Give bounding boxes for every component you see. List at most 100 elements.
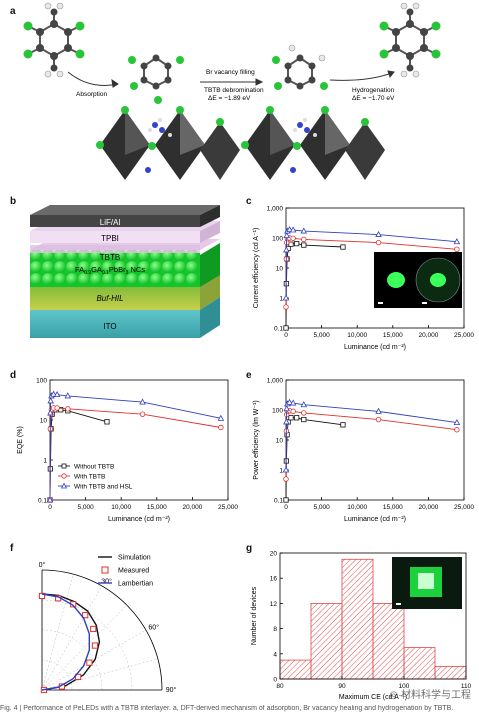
chart-power-efficiency: 0.1 1 10 100 1,000 0 5,000 10,000 15,000 20,000 25…: [253, 378, 474, 524]
legend-label: With TBTB and HSL: [74, 483, 133, 490]
layer-label-lif: LiF/Al: [100, 218, 121, 227]
panel-label-d: d: [10, 370, 17, 381]
step-hydrogenation-label: Hydrogenation: [352, 87, 395, 94]
data-point: [50, 390, 57, 397]
data-point: [282, 466, 290, 473]
x-tick-label: 0: [48, 504, 52, 511]
x-tick-label: 80: [276, 683, 284, 690]
x-tick-label: 25,000: [454, 504, 474, 511]
data-point: [282, 294, 290, 301]
x-tick-label: 20,000: [418, 504, 438, 511]
histogram-bar: [341, 558, 374, 680]
data-point: [294, 241, 300, 247]
y-axis-label: Current efficiency (cd A⁻¹): [253, 228, 260, 309]
data-point: [139, 411, 146, 417]
data-point: [340, 244, 346, 250]
data-point: [301, 236, 307, 243]
histogram-bar: [372, 603, 405, 680]
x-tick-label: 0: [284, 504, 288, 511]
panel-label-f: f: [10, 543, 14, 554]
legend-marker: [60, 482, 68, 489]
legend-label: Measured: [118, 568, 149, 575]
x-tick-label: 10,000: [111, 504, 131, 511]
polar-data-point: [38, 592, 46, 600]
x-axis-label: Luminance (cd m⁻²): [344, 344, 406, 351]
y-tick-label: 1,000: [267, 206, 284, 213]
polar-data-point: [91, 642, 99, 649]
adsorbed-molecule-1: [128, 54, 184, 104]
data-point: [289, 226, 297, 233]
x-tick-label: 15,000: [147, 504, 167, 511]
data-point: [283, 231, 290, 239]
data-point: [300, 227, 308, 234]
plot-frame: [285, 379, 465, 501]
data-point: [283, 246, 290, 253]
x-tick-label: 15,000: [383, 332, 403, 339]
layer-label-ito: ITO: [103, 322, 116, 331]
x-tick-label: 5,000: [313, 504, 330, 511]
data-point: [283, 497, 289, 503]
legend-marker: [101, 566, 109, 574]
chart-ce-histogram: 0 4 8 12 16 20 80 90 100 110 Maximum CE (cd A⁻¹) Nu…: [251, 551, 472, 702]
legend-label: With TBTB: [74, 473, 105, 480]
device-glow-small: [387, 272, 405, 288]
x-tick-label: 25,000: [454, 332, 474, 339]
data-point: [294, 415, 300, 421]
step-arrows: [67, 70, 395, 88]
panel-label-a: a: [10, 6, 16, 17]
y-axis-label: Power efficiency (lm W⁻¹): [253, 400, 260, 479]
data-point: [290, 408, 296, 415]
panel-label-b: b: [10, 196, 17, 207]
data-point: [454, 427, 460, 433]
data-point: [286, 398, 293, 405]
tbtb-molecule-left: [23, 2, 85, 78]
x-tick-label: 10,000: [347, 504, 367, 511]
series-line: [285, 417, 344, 501]
y-tick-label: 0.1: [274, 498, 283, 505]
y-axis-label: EQE (%): [17, 426, 24, 454]
data-point: [283, 405, 290, 412]
series-line: [285, 243, 344, 329]
polar-grid-spoke: [41, 574, 74, 691]
histogram-bar: [310, 603, 343, 680]
data-point: [283, 304, 289, 310]
data-point: [301, 242, 307, 248]
polar-series-line: [41, 593, 101, 691]
y-tick-label: 20: [270, 551, 278, 558]
y-tick-label: 10: [276, 266, 284, 273]
data-point: [283, 325, 289, 331]
y-axis-label: Number of devices: [251, 586, 258, 645]
layer-label-tbtb: TBTB: [100, 253, 120, 262]
data-point: [64, 392, 72, 399]
x-tick-label: 20,000: [182, 504, 202, 511]
x-tick-label: 20,000: [418, 332, 438, 339]
data-point: [288, 415, 294, 421]
legend-label: Lambertian: [118, 581, 153, 588]
step-energy-2: ΔE = −1.70 eV: [352, 95, 395, 102]
step-absorption-label: Absorption: [76, 91, 107, 98]
data-point: [375, 230, 382, 237]
y-tick-label: 100: [36, 378, 47, 385]
x-tick-label: 10,000: [347, 332, 367, 339]
legend-marker: [61, 463, 67, 469]
y-tick-label: 0.1: [274, 326, 283, 333]
histogram-bar: [434, 666, 467, 680]
data-point: [340, 422, 346, 428]
y-tick-label: 100: [272, 408, 283, 415]
layer-label-hil: Buf-HIL: [96, 294, 123, 303]
data-point: [301, 410, 307, 416]
y-tick-label: 10: [276, 438, 284, 445]
step-energy-1: ΔE = −1.89 eV: [208, 95, 251, 102]
data-point: [289, 399, 297, 406]
data-point: [300, 401, 308, 408]
figure-caption: Fig. 4 | Performance of PeLEDs with a TB…: [0, 705, 454, 712]
scale-bar: [396, 603, 401, 605]
data-point: [453, 418, 461, 426]
device-glow-large: [430, 273, 446, 287]
data-point: [453, 238, 461, 245]
data-point: [53, 391, 61, 398]
angle-tick-label: 90°: [166, 686, 177, 694]
series-line: [285, 401, 457, 471]
data-point: [218, 424, 224, 431]
y-tick-label: 0: [273, 677, 277, 684]
